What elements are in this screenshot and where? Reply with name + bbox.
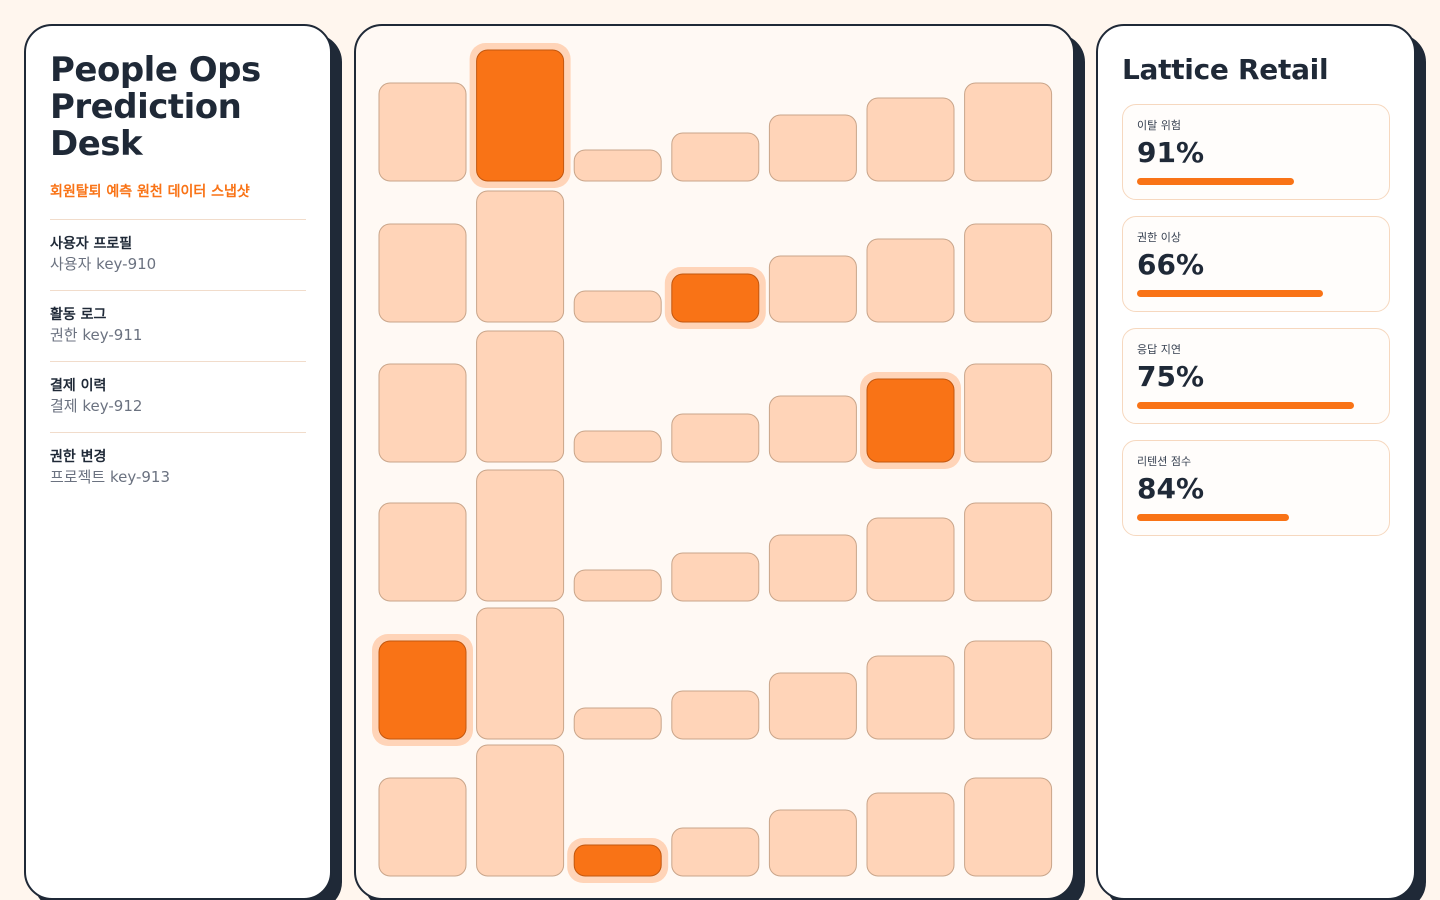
- metrics-panel: Lattice Retail 이탈 위험 91% 권한 이상 66% 응답 지연…: [1096, 24, 1416, 900]
- metric-progress-bar: [1137, 290, 1323, 297]
- sidebar-item-user-profile[interactable]: 사용자 프로필 사용자 key-910: [50, 220, 306, 291]
- grid-tile[interactable]: [866, 97, 955, 182]
- grid-tile[interactable]: [768, 395, 857, 463]
- grid-tile[interactable]: [476, 469, 565, 602]
- grid-tile[interactable]: [573, 569, 662, 602]
- grid-tile[interactable]: [866, 655, 955, 740]
- grid-tile-highlighted[interactable]: [378, 640, 467, 740]
- grid-tile[interactable]: [964, 82, 1053, 182]
- grid-tile[interactable]: [671, 827, 760, 877]
- org-title: Lattice Retail: [1122, 53, 1329, 86]
- grid-tile-highlighted[interactable]: [866, 378, 955, 463]
- grid-tile[interactable]: [768, 114, 857, 182]
- grid-tile[interactable]: [378, 82, 467, 182]
- sidebar-item-permission-change[interactable]: 권한 변경 프로젝트 key-913: [50, 433, 306, 503]
- grid-tile[interactable]: [768, 534, 857, 602]
- app-title-line: Desk: [50, 124, 143, 164]
- grid-tile-highlighted[interactable]: [573, 844, 662, 877]
- grid-tile[interactable]: [378, 502, 467, 602]
- prediction-grid-panel: [354, 24, 1075, 900]
- grid-tile[interactable]: [768, 672, 857, 740]
- sidebar-item-title: 결제 이력: [50, 378, 107, 394]
- grid-tile[interactable]: [573, 290, 662, 323]
- grid-tile[interactable]: [378, 223, 467, 323]
- grid-tile[interactable]: [866, 792, 955, 877]
- grid-tile[interactable]: [476, 744, 565, 877]
- sidebar-item-title: 활동 로그: [50, 307, 107, 323]
- grid-tile[interactable]: [964, 502, 1053, 602]
- sidebar-item-payment-history[interactable]: 결제 이력 결제 key-912: [50, 362, 306, 433]
- app-title-line: Prediction: [50, 87, 242, 127]
- grid-tile[interactable]: [866, 238, 955, 323]
- sidebar-item-subtitle: 프로젝트 key-913: [50, 468, 171, 486]
- metric-value: 84%: [1137, 472, 1205, 505]
- grid-tile[interactable]: [768, 255, 857, 323]
- grid-tile[interactable]: [573, 149, 662, 182]
- grid-tile-highlighted[interactable]: [476, 49, 565, 182]
- metric-card-permission-anomaly[interactable]: 권한 이상 66%: [1122, 216, 1390, 312]
- grid-tile[interactable]: [671, 690, 760, 740]
- sidebar-nav: 사용자 프로필 사용자 key-910 활동 로그 권한 key-911 결제 …: [50, 220, 306, 503]
- grid-tile[interactable]: [671, 552, 760, 602]
- metric-label: 이탈 위험: [1137, 119, 1181, 132]
- sidebar-item-subtitle: 결제 key-912: [50, 397, 143, 415]
- metric-card-churn-risk[interactable]: 이탈 위험 91%: [1122, 104, 1390, 200]
- grid-tile[interactable]: [671, 413, 760, 463]
- grid-tile[interactable]: [573, 430, 662, 463]
- metric-value: 75%: [1137, 360, 1205, 393]
- grid-tile[interactable]: [866, 517, 955, 602]
- metric-label: 리텐션 점수: [1137, 455, 1192, 468]
- grid-tile[interactable]: [768, 809, 857, 877]
- grid-tile-highlighted[interactable]: [671, 273, 760, 323]
- app-title-line: People Ops: [50, 50, 261, 90]
- grid-tile[interactable]: [964, 363, 1053, 463]
- sidebar-item-subtitle: 사용자 key-910: [50, 255, 157, 273]
- metric-value: 91%: [1137, 136, 1205, 169]
- grid-tile[interactable]: [964, 640, 1053, 740]
- metric-progress-bar: [1137, 514, 1290, 521]
- sidebar-item-title: 권한 변경: [50, 449, 107, 465]
- grid-tile[interactable]: [378, 363, 467, 463]
- metric-progress-bar: [1137, 178, 1295, 185]
- sidebar-item-activity-log[interactable]: 활동 로그 권한 key-911: [50, 291, 306, 362]
- sidebar-item-title: 사용자 프로필: [50, 236, 133, 252]
- metric-progress-bar: [1137, 402, 1354, 409]
- grid-tile[interactable]: [476, 190, 565, 323]
- app-title: People Ops Prediction Desk: [50, 52, 306, 163]
- metric-label: 권한 이상: [1137, 231, 1181, 244]
- grid-tile[interactable]: [964, 777, 1053, 877]
- grid-tile[interactable]: [964, 223, 1053, 323]
- metric-card-response-delay[interactable]: 응답 지연 75%: [1122, 328, 1390, 424]
- grid-tile[interactable]: [476, 607, 565, 740]
- app-subtitle: 회원탈퇴 예측 원천 데이터 스냅샷: [50, 181, 306, 220]
- sidebar-panel: People Ops Prediction Desk 회원탈퇴 예측 원천 데이…: [24, 24, 332, 900]
- metric-card-retention-score[interactable]: 리텐션 점수 84%: [1122, 440, 1390, 536]
- grid-tile[interactable]: [573, 707, 662, 740]
- grid-tile[interactable]: [378, 777, 467, 877]
- grid-tile[interactable]: [671, 132, 760, 182]
- metric-label: 응답 지연: [1137, 343, 1181, 356]
- sidebar-item-subtitle: 권한 key-911: [50, 326, 143, 344]
- metric-value: 66%: [1137, 248, 1205, 281]
- prediction-grid: [372, 43, 1053, 883]
- grid-tile[interactable]: [476, 330, 565, 463]
